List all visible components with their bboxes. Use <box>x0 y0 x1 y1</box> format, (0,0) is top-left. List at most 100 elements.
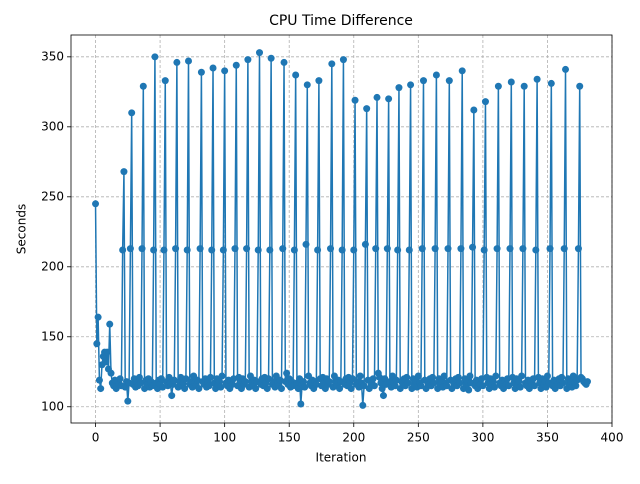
data-point <box>418 245 426 253</box>
data-point <box>403 373 411 381</box>
data-point <box>394 246 402 254</box>
data-point <box>106 320 114 328</box>
data-point <box>97 385 105 393</box>
data-point <box>381 375 389 383</box>
data-point <box>138 245 146 253</box>
data-point <box>314 246 322 254</box>
data-point <box>481 98 489 106</box>
data-point <box>359 401 367 409</box>
data-point <box>562 65 570 73</box>
data-point <box>94 313 102 321</box>
data-point <box>407 81 415 89</box>
data-point <box>351 96 359 104</box>
data-point <box>506 245 514 253</box>
data-point <box>252 385 260 393</box>
x-tick-label: 50 <box>152 431 167 445</box>
data-point <box>547 79 555 87</box>
data-point <box>254 246 262 254</box>
data-point <box>336 385 344 393</box>
data-point <box>241 378 249 386</box>
data-point <box>315 77 323 85</box>
data-point <box>458 67 466 75</box>
data-point <box>124 397 132 405</box>
data-point <box>543 372 551 380</box>
data-point <box>161 77 169 85</box>
data-point <box>583 378 591 386</box>
data-point <box>301 383 309 391</box>
data-point <box>137 379 145 387</box>
data-point <box>520 82 528 90</box>
data-point <box>196 245 204 253</box>
data-point <box>231 245 239 253</box>
data-point <box>369 375 377 383</box>
data-point <box>370 382 378 390</box>
data-point <box>302 240 310 248</box>
data-point <box>221 67 229 75</box>
data-point <box>347 385 355 393</box>
data-point <box>456 379 464 387</box>
data-point <box>572 382 580 390</box>
data-point <box>417 382 425 390</box>
data-point <box>327 245 335 253</box>
data-point <box>208 246 216 254</box>
data-point <box>303 81 311 89</box>
data-point <box>373 93 381 101</box>
data-point <box>338 246 346 254</box>
data-point <box>173 58 181 66</box>
data-point <box>103 348 111 356</box>
data-point <box>206 373 214 381</box>
x-axis-label: Iteration <box>316 451 367 465</box>
data-point <box>457 245 465 253</box>
data-point <box>494 82 502 90</box>
data-point <box>232 61 240 69</box>
data-point <box>356 372 364 380</box>
data-point <box>470 106 478 114</box>
plot-frame <box>70 34 613 424</box>
x-tick-label: 400 <box>601 431 624 445</box>
data-point <box>219 246 227 254</box>
data-point <box>440 372 448 380</box>
data-point <box>519 245 527 253</box>
data-point <box>454 373 462 381</box>
y-tick-label: 200 <box>41 259 64 273</box>
y-tick-label: 300 <box>41 119 64 133</box>
data-point <box>516 383 524 391</box>
data-point <box>256 49 264 57</box>
data-point <box>209 64 217 72</box>
data-point <box>479 382 487 390</box>
data-point <box>432 71 440 79</box>
data-point <box>93 340 101 348</box>
data-point <box>197 68 205 76</box>
data-point <box>383 245 391 253</box>
x-tick-label: 100 <box>213 431 236 445</box>
data-point <box>465 386 473 394</box>
data-point <box>493 245 501 253</box>
data-point <box>244 56 252 64</box>
data-point <box>533 75 541 83</box>
data-point <box>361 240 369 248</box>
data-point <box>348 375 356 383</box>
data-point <box>218 372 226 380</box>
data-point <box>531 382 539 390</box>
data-point <box>443 382 451 390</box>
data-point <box>419 77 427 85</box>
x-tick-label: 250 <box>407 431 430 445</box>
data-point <box>466 372 474 380</box>
data-point <box>267 54 275 62</box>
x-tick-label: 350 <box>536 431 559 445</box>
data-point <box>265 375 273 383</box>
data-point <box>515 378 523 386</box>
data-point <box>507 78 515 86</box>
data-point <box>505 382 513 390</box>
data-point <box>135 373 143 381</box>
data-point <box>283 369 291 377</box>
y-axis-label: Seconds <box>15 204 29 254</box>
data-point <box>126 245 134 253</box>
data-point <box>363 105 371 113</box>
data-point <box>431 245 439 253</box>
data-point <box>429 373 437 381</box>
data-point <box>558 373 566 381</box>
data-point <box>292 71 300 79</box>
data-point <box>168 392 176 400</box>
data-point <box>243 245 251 253</box>
